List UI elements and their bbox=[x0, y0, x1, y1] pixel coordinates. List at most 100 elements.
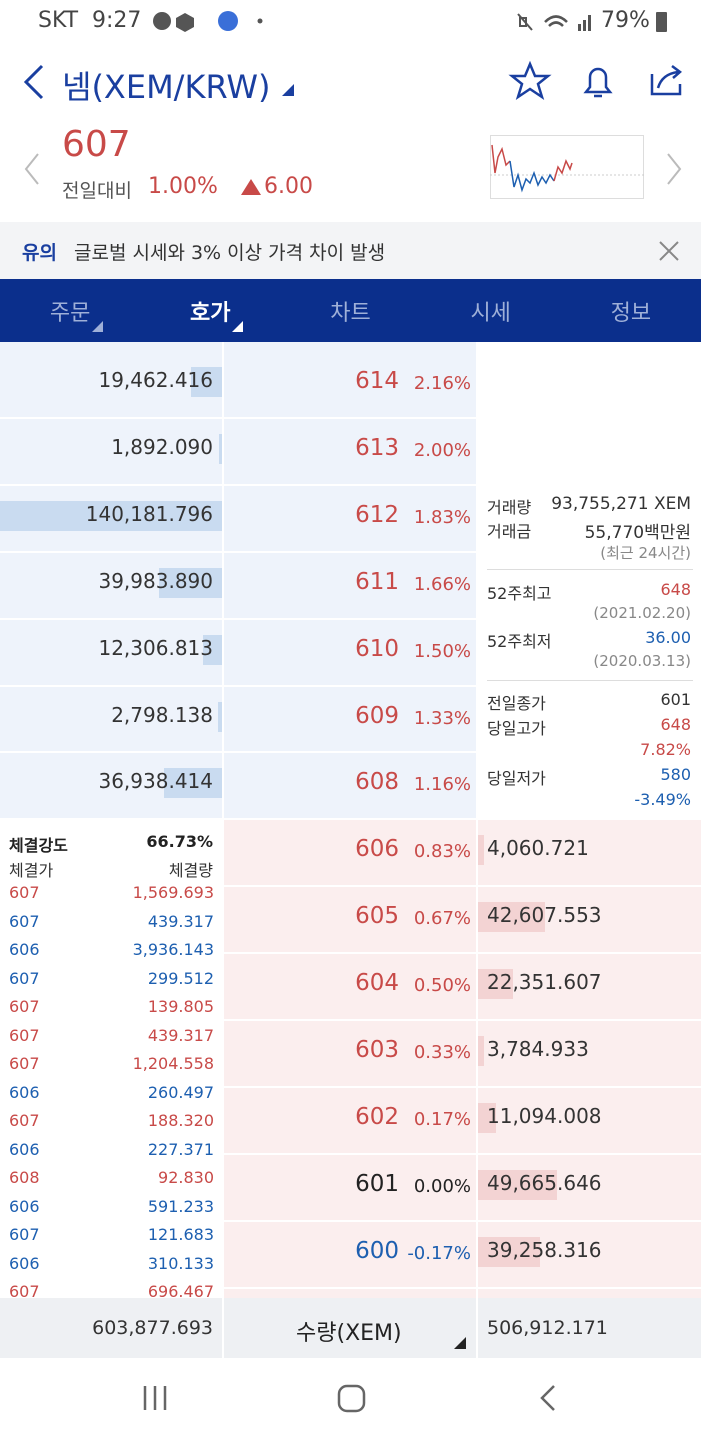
title[interactable]: 넴(XEM/KRW) bbox=[62, 68, 271, 106]
tab[interactable]: 주문 bbox=[49, 301, 91, 326]
percent: 1.33% bbox=[413, 707, 471, 729]
depth-bar bbox=[0, 500, 222, 531]
trade-quantity: 591.233 bbox=[147, 1196, 214, 1216]
info-value: 580 bbox=[660, 765, 691, 784]
price[interactable]: 605 bbox=[355, 903, 399, 930]
prev-coin[interactable] bbox=[22, 152, 42, 186]
depth-bar bbox=[191, 367, 222, 397]
trade-price: 607 bbox=[9, 1225, 40, 1244]
trade-price: 607 bbox=[9, 968, 40, 988]
info-label: 당일고가 bbox=[487, 719, 546, 738]
row-divider bbox=[0, 617, 223, 620]
tab[interactable]: 차트 bbox=[330, 301, 371, 326]
bid-quantity: 39,258.316 bbox=[487, 1237, 602, 1262]
trade-price: 606 bbox=[9, 1253, 40, 1273]
tab[interactable]: 정보 bbox=[610, 301, 652, 326]
notice-text: 글로벌 시세와 3% 이상 가격 차이 발생 bbox=[74, 242, 386, 264]
info-label: 거래량 bbox=[487, 498, 532, 517]
bid-quantity: 42,607.553 bbox=[487, 903, 602, 928]
price[interactable]: 609 bbox=[355, 702, 399, 729]
price[interactable]: 604 bbox=[355, 970, 399, 997]
change-label: 전일대비 bbox=[62, 180, 132, 202]
info-value: (2021.02.20) bbox=[593, 604, 691, 622]
ask-quantity: 12,306.813 bbox=[98, 635, 213, 660]
info-divider bbox=[487, 680, 693, 681]
title-dropdown[interactable] bbox=[280, 82, 296, 98]
trade-quantity: 188.320 bbox=[147, 1111, 214, 1130]
strength-label: 체결강도 bbox=[9, 836, 68, 855]
percent: 2.00% bbox=[413, 439, 471, 461]
header-actions[interactable] bbox=[508, 60, 688, 104]
ask-total: 603,877.693 bbox=[92, 1317, 213, 1339]
info-value: -3.49% bbox=[634, 790, 691, 809]
depth-bar bbox=[219, 433, 222, 464]
percent: 0.33% bbox=[413, 1042, 471, 1063]
depth-bar bbox=[202, 634, 222, 665]
bid-quantity: 49,665.646 bbox=[487, 1170, 602, 1195]
price[interactable]: 606 bbox=[355, 836, 399, 863]
info-label: 당일저가 bbox=[487, 769, 546, 788]
trade-price: 606 bbox=[9, 1196, 40, 1216]
price-header: 체결가 bbox=[9, 861, 54, 880]
tab-bar: 주문 호가 차트 시세 정보 bbox=[0, 279, 701, 342]
row-divider bbox=[224, 1019, 476, 1021]
price[interactable]: 610 bbox=[355, 635, 399, 662]
row-divider bbox=[0, 416, 223, 419]
info-value: (2020.03.13) bbox=[593, 652, 691, 670]
row-divider bbox=[224, 885, 476, 888]
info-label: 52주최고 bbox=[487, 584, 552, 603]
quantity-header: 체결량 bbox=[168, 861, 213, 880]
price[interactable]: 612 bbox=[355, 501, 399, 528]
next-coin[interactable] bbox=[664, 152, 684, 186]
info-value: 55,770백만원 bbox=[584, 523, 691, 543]
percent: 1.16% bbox=[413, 774, 471, 796]
trade-price: 607 bbox=[9, 1054, 40, 1073]
info-label: 52주최저 bbox=[487, 632, 552, 651]
percent: 0.17% bbox=[413, 1108, 471, 1130]
tab[interactable]: 호가 bbox=[190, 301, 231, 326]
unit-dropdown[interactable] bbox=[452, 1335, 468, 1351]
info-value: 7.82% bbox=[640, 740, 691, 759]
price[interactable]: 601 bbox=[355, 1170, 399, 1197]
price[interactable]: 608 bbox=[355, 769, 399, 796]
info-value: 36.00 bbox=[645, 628, 691, 647]
row-divider bbox=[478, 1152, 701, 1155]
percent: 0.00% bbox=[413, 1175, 471, 1197]
tab[interactable]: 시세 bbox=[470, 301, 511, 326]
trade-quantity: 299.512 bbox=[147, 968, 214, 988]
footer-cell bbox=[478, 1298, 701, 1358]
price[interactable]: 611 bbox=[355, 568, 399, 595]
percent: 1.66% bbox=[413, 573, 471, 595]
row-divider bbox=[224, 818, 476, 821]
price[interactable]: 614 bbox=[355, 368, 399, 394]
trade-price: 606 bbox=[9, 1082, 40, 1102]
percent: 0.67% bbox=[413, 908, 471, 930]
row-divider bbox=[478, 1286, 701, 1289]
row-divider bbox=[224, 751, 476, 754]
trade-list: 607 1,569.693 607 439.317 606 3,936.143 607 299… bbox=[0, 880, 222, 1298]
trade-price: 607 bbox=[9, 911, 40, 931]
nav-bar bbox=[0, 1358, 701, 1440]
info-value: 648 bbox=[660, 715, 691, 734]
ask-quantity: 140,181.796 bbox=[85, 501, 213, 526]
row-divider bbox=[224, 952, 476, 955]
footer-cell[interactable] bbox=[224, 1298, 476, 1358]
trade-quantity: 439.317 bbox=[147, 1025, 214, 1045]
price[interactable]: 613 bbox=[355, 434, 399, 461]
price[interactable]: 602 bbox=[355, 1103, 399, 1130]
price[interactable]: 603 bbox=[355, 1037, 399, 1063]
percent: 2.16% bbox=[413, 373, 471, 394]
unit-selector[interactable]: 수량(XEM) bbox=[296, 1321, 402, 1346]
notice-tag: 유의 bbox=[22, 242, 57, 264]
ask-quantity: 39,983.890 bbox=[98, 568, 213, 593]
carrier: SKT bbox=[38, 8, 79, 33]
notice-close[interactable] bbox=[658, 240, 680, 262]
info-value: 601 bbox=[660, 690, 691, 709]
info-label: 거래금 bbox=[487, 522, 532, 541]
row-divider bbox=[0, 751, 223, 754]
price[interactable]: 600 bbox=[355, 1237, 399, 1264]
trade-quantity: 3,936.143 bbox=[132, 940, 214, 959]
back-button[interactable] bbox=[18, 62, 48, 102]
depth-bar bbox=[478, 1169, 557, 1200]
info-value: 93,755,271 XEM bbox=[551, 494, 691, 514]
